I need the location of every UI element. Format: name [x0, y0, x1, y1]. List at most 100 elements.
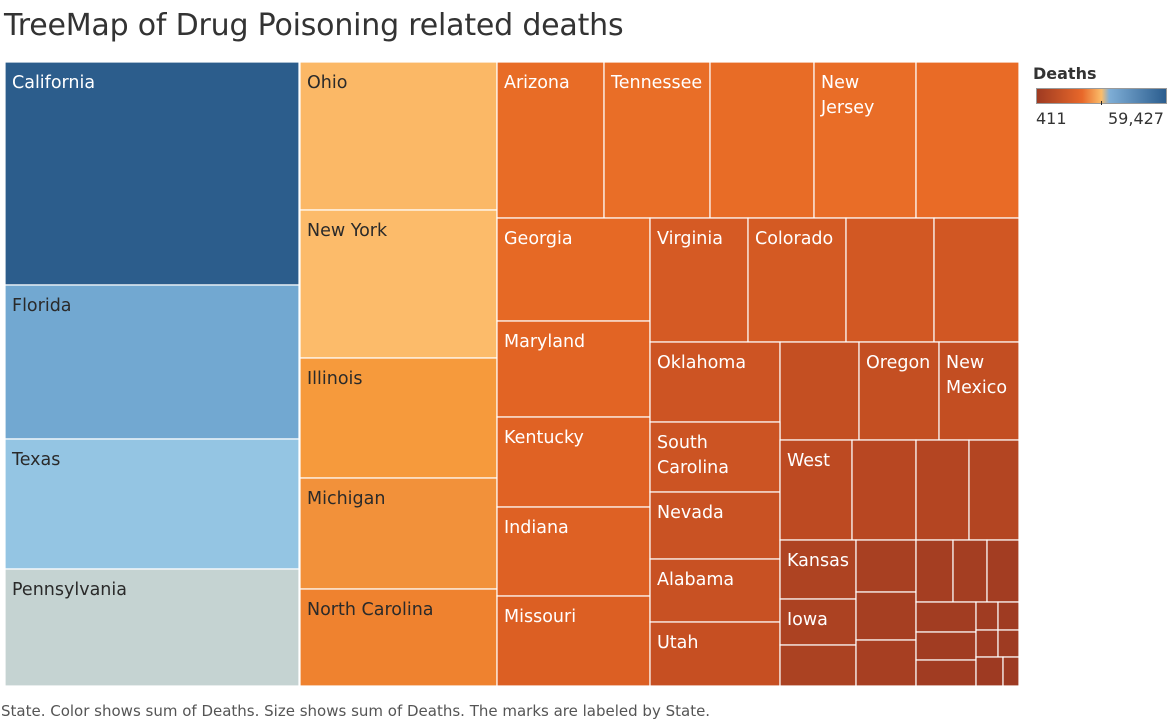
treemap-cell-unlabeled[interactable] [915, 659, 977, 687]
treemap-cell-unlabeled[interactable] [933, 217, 1020, 343]
treemap-cell-missouri[interactable]: Missouri [496, 595, 651, 687]
treemap-cell-nevada[interactable]: Nevada [649, 491, 781, 560]
treemap-rect[interactable] [968, 439, 1020, 541]
treemap-cell-unlabeled[interactable] [1002, 656, 1020, 687]
treemap-rect[interactable] [915, 659, 977, 687]
treemap-cell-colorado[interactable]: Colorado [747, 217, 847, 343]
treemap-cell-alabama[interactable]: Alabama [649, 558, 781, 623]
treemap-rect[interactable] [299, 477, 498, 590]
treemap-rect[interactable] [997, 629, 1020, 658]
treemap-cell-unlabeled[interactable] [915, 631, 977, 661]
treemap-cell-south-carolina[interactable]: South Carolina [649, 421, 781, 493]
treemap-rect[interactable] [649, 621, 781, 687]
treemap-cell-new-york[interactable]: New York [299, 209, 498, 359]
treemap-rect[interactable] [938, 341, 1020, 441]
treemap-rect[interactable] [496, 416, 651, 508]
treemap-cell-texas[interactable]: Texas [4, 438, 300, 570]
treemap-cell-unlabeled[interactable] [915, 539, 954, 603]
treemap-cell-arizona[interactable]: Arizona [496, 61, 605, 219]
treemap-cell-indiana[interactable]: Indiana [496, 506, 651, 597]
treemap-cell-oregon[interactable]: Oregon [858, 341, 940, 441]
treemap-rect[interactable] [855, 591, 917, 641]
treemap-cell-unlabeled[interactable] [986, 539, 1020, 603]
treemap-rect[interactable] [952, 539, 988, 603]
treemap-cell-ohio[interactable]: Ohio [299, 61, 498, 211]
treemap-rect[interactable] [851, 439, 917, 541]
treemap-rect[interactable] [986, 539, 1020, 603]
treemap-cell-kansas[interactable]: Kansas [779, 539, 857, 600]
treemap-cell-unlabeled[interactable] [855, 639, 917, 687]
treemap-rect[interactable] [496, 506, 651, 597]
treemap-rect[interactable] [779, 598, 857, 646]
treemap-cell-pennsylvania[interactable]: Pennsylvania [4, 568, 300, 687]
treemap-rect[interactable] [4, 61, 300, 286]
treemap-cell-unlabeled[interactable] [709, 61, 815, 219]
treemap-cell-unlabeled[interactable] [851, 439, 917, 541]
treemap-rect[interactable] [496, 217, 651, 322]
treemap-rect[interactable] [299, 61, 498, 211]
treemap-cell-unlabeled[interactable] [845, 217, 935, 343]
treemap-cell-california[interactable]: California [4, 61, 300, 286]
treemap-rect[interactable] [915, 601, 977, 633]
treemap-rect[interactable] [4, 438, 300, 570]
treemap-cell-unlabeled[interactable] [855, 539, 917, 593]
treemap-rect[interactable] [779, 539, 857, 600]
treemap-rect[interactable] [845, 217, 935, 343]
treemap-rect[interactable] [4, 284, 300, 440]
treemap-rect[interactable] [975, 601, 999, 631]
treemap-cell-georgia[interactable]: Georgia [496, 217, 651, 322]
treemap-rect[interactable] [779, 341, 860, 441]
treemap-cell-unlabeled[interactable] [952, 539, 988, 603]
treemap-rect[interactable] [933, 217, 1020, 343]
treemap-cell-iowa[interactable]: Iowa [779, 598, 857, 646]
treemap-rect[interactable] [1002, 656, 1020, 687]
treemap-cell-oklahoma[interactable]: Oklahoma [649, 341, 781, 423]
treemap-cell-unlabeled[interactable] [975, 656, 1004, 687]
treemap-rect[interactable] [997, 601, 1020, 631]
treemap-rect[interactable] [858, 341, 940, 441]
treemap-rect[interactable] [649, 491, 781, 560]
treemap-rect[interactable] [915, 631, 977, 661]
treemap-cell-unlabeled[interactable] [915, 439, 970, 541]
treemap-cell-unlabeled[interactable] [975, 629, 999, 658]
treemap-rect[interactable] [747, 217, 847, 343]
treemap-cell-michigan[interactable]: Michigan [299, 477, 498, 590]
treemap-rect[interactable] [915, 61, 1020, 219]
treemap-rect[interactable] [496, 320, 651, 418]
treemap-cell-unlabeled[interactable] [779, 644, 857, 687]
treemap-rect[interactable] [779, 439, 853, 541]
treemap-rect[interactable] [4, 568, 300, 687]
treemap-cell-unlabeled[interactable] [915, 601, 977, 633]
treemap-rect[interactable] [915, 539, 954, 603]
treemap-cell-unlabeled[interactable] [915, 61, 1020, 219]
treemap-rect[interactable] [855, 639, 917, 687]
treemap-cell-tennessee[interactable]: Tennessee [603, 61, 711, 219]
treemap-cell-kentucky[interactable]: Kentucky [496, 416, 651, 508]
treemap-cell-utah[interactable]: Utah [649, 621, 781, 687]
treemap-rect[interactable] [779, 644, 857, 687]
treemap-rect[interactable] [709, 61, 815, 219]
treemap-cell-unlabeled[interactable] [855, 591, 917, 641]
treemap-rect[interactable] [915, 439, 970, 541]
treemap-cell-new-jersey[interactable]: New Jersey [813, 61, 917, 219]
treemap-cell-north-carolina[interactable]: North Carolina [299, 588, 498, 687]
treemap-rect[interactable] [975, 656, 1004, 687]
treemap-rect[interactable] [649, 558, 781, 623]
treemap-rect[interactable] [975, 629, 999, 658]
treemap-rect[interactable] [299, 588, 498, 687]
treemap-cell-unlabeled[interactable] [968, 439, 1020, 541]
treemap-rect[interactable] [649, 217, 749, 343]
treemap-cell-west[interactable]: West [779, 439, 853, 541]
treemap-rect[interactable] [496, 595, 651, 687]
treemap-cell-maryland[interactable]: Maryland [496, 320, 651, 418]
treemap-cell-unlabeled[interactable] [997, 601, 1020, 631]
treemap-cell-new-mexico[interactable]: New Mexico [938, 341, 1020, 441]
treemap-rect[interactable] [496, 61, 605, 219]
treemap-rect[interactable] [649, 341, 781, 423]
treemap-cell-unlabeled[interactable] [975, 601, 999, 631]
treemap-cell-illinois[interactable]: Illinois [299, 357, 498, 479]
treemap-cell-florida[interactable]: Florida [4, 284, 300, 440]
treemap-rect[interactable] [649, 421, 781, 493]
treemap-cell-unlabeled[interactable] [997, 629, 1020, 658]
treemap-rect[interactable] [603, 61, 711, 219]
